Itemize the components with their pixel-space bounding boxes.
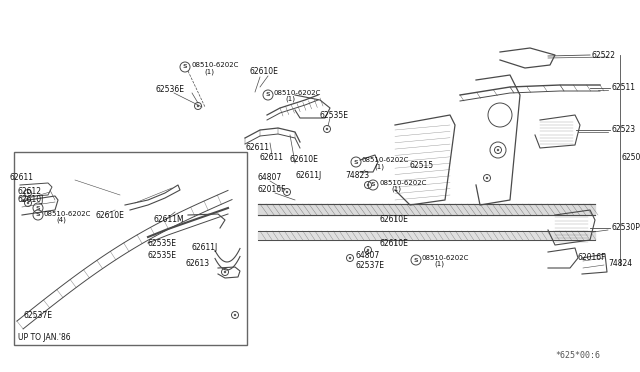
Text: 74824: 74824: [608, 260, 632, 269]
Text: 62535E: 62535E: [148, 250, 177, 260]
Text: S: S: [354, 160, 358, 164]
Text: 62610E: 62610E: [250, 67, 279, 77]
Circle shape: [497, 149, 499, 151]
Text: 62611J: 62611J: [192, 244, 218, 253]
Text: 08510-6202C: 08510-6202C: [379, 180, 426, 186]
Text: (4): (4): [56, 217, 66, 223]
Text: UP TO JAN.'86: UP TO JAN.'86: [18, 333, 70, 341]
Text: S: S: [371, 183, 375, 187]
Text: 62611J: 62611J: [295, 170, 321, 180]
Text: 62511: 62511: [612, 83, 636, 93]
Bar: [14, 152, 247, 345]
Text: 62535E: 62535E: [148, 240, 177, 248]
Text: 62016F: 62016F: [258, 186, 287, 195]
Text: 08510-6202C: 08510-6202C: [362, 157, 410, 163]
Text: 62610E: 62610E: [380, 215, 409, 224]
Text: *625*00:6: *625*00:6: [555, 351, 600, 360]
Text: (1): (1): [391, 186, 401, 192]
Text: 62610E: 62610E: [95, 211, 124, 219]
Text: (1): (1): [285, 96, 295, 102]
Text: 62610E: 62610E: [380, 240, 409, 248]
Text: 62611M: 62611M: [153, 215, 184, 224]
Circle shape: [367, 184, 369, 186]
Text: 64807: 64807: [355, 250, 380, 260]
Text: S: S: [36, 212, 40, 218]
Text: 08510-6202C: 08510-6202C: [274, 90, 321, 96]
Circle shape: [486, 177, 488, 179]
Text: 62610E: 62610E: [290, 155, 319, 164]
Text: (1): (1): [434, 261, 444, 267]
Circle shape: [27, 192, 29, 194]
Circle shape: [286, 191, 288, 193]
Text: 62611: 62611: [10, 173, 34, 182]
Text: 62523: 62523: [612, 125, 636, 135]
Text: 62535E: 62535E: [320, 110, 349, 119]
Text: 62530P: 62530P: [612, 224, 640, 232]
Text: 74823: 74823: [345, 170, 369, 180]
Text: S: S: [36, 205, 40, 211]
Text: S: S: [182, 64, 188, 70]
Text: 62612: 62612: [18, 187, 42, 196]
Text: 08510-6202C: 08510-6202C: [44, 211, 92, 217]
Circle shape: [234, 314, 236, 316]
Text: 62537E: 62537E: [355, 260, 384, 269]
Text: S: S: [413, 257, 419, 263]
Text: 62515: 62515: [410, 160, 434, 170]
Text: (1): (1): [374, 164, 384, 170]
Text: 08510-6202C: 08510-6202C: [192, 62, 239, 68]
Text: (1): (1): [204, 69, 214, 75]
Circle shape: [197, 105, 199, 107]
Text: S: S: [266, 93, 270, 97]
Circle shape: [224, 271, 226, 273]
Text: 62613: 62613: [185, 259, 209, 267]
Text: 62611: 62611: [260, 154, 284, 163]
Circle shape: [349, 257, 351, 259]
Text: 62536E: 62536E: [156, 86, 185, 94]
Text: 62611: 62611: [246, 142, 270, 151]
Text: 62016F: 62016F: [578, 253, 607, 263]
Text: 62522: 62522: [592, 51, 616, 60]
Circle shape: [326, 128, 328, 130]
Text: 62537E: 62537E: [24, 311, 53, 321]
Text: 62500: 62500: [622, 154, 640, 163]
Circle shape: [367, 249, 369, 251]
Text: 64807: 64807: [258, 173, 282, 183]
Text: 62610J: 62610J: [18, 196, 44, 205]
Text: 08510-6202C: 08510-6202C: [422, 255, 469, 261]
Circle shape: [27, 202, 29, 204]
